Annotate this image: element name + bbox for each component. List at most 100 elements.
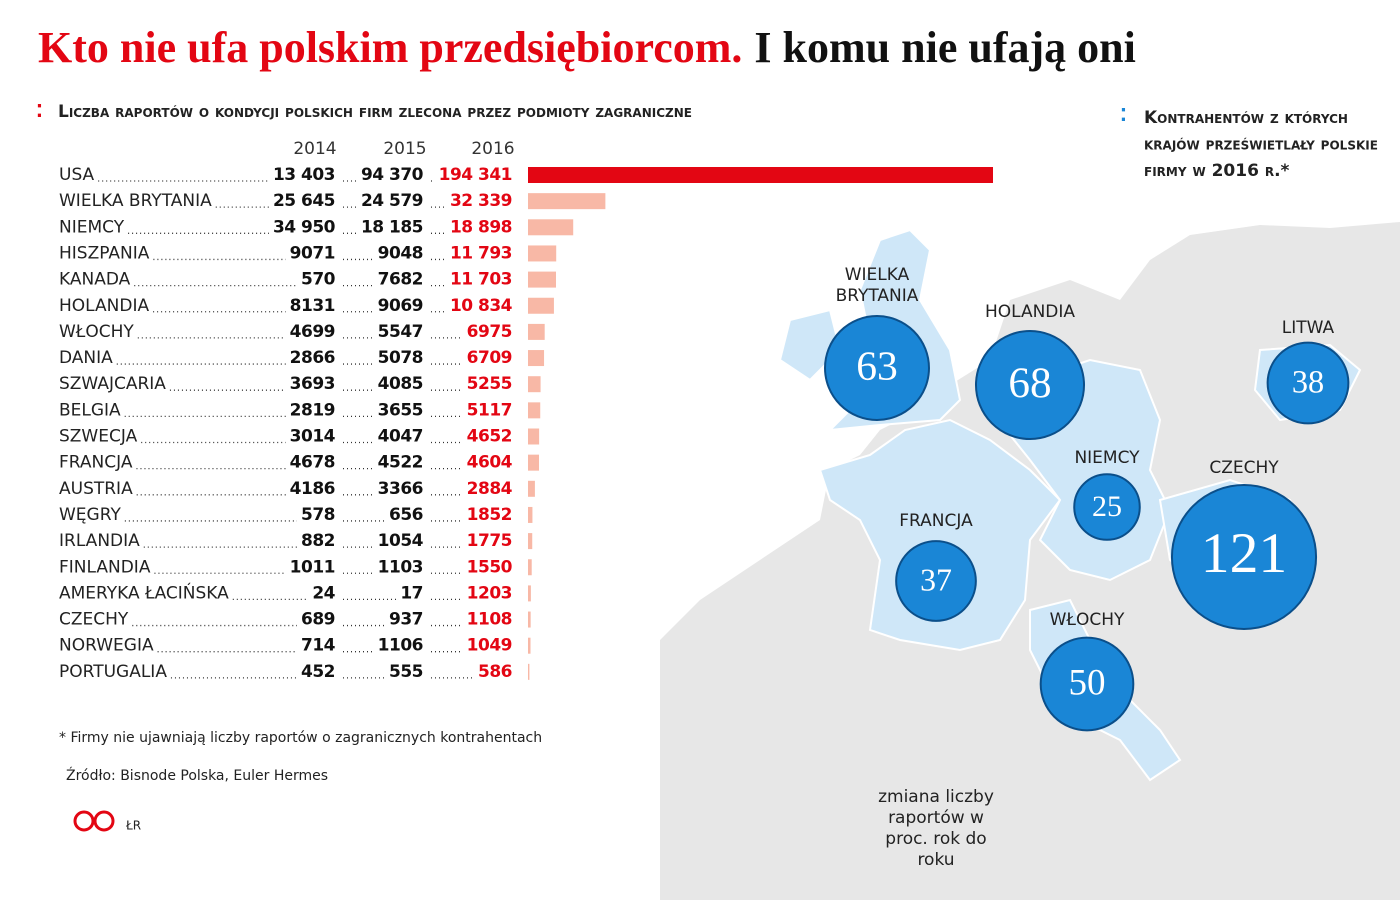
value-label: 24 579	[361, 191, 423, 211]
title-tail: I komu nie ufają oni	[754, 23, 1135, 72]
value-label: 555	[389, 662, 423, 682]
row-label: WIELKA BRYTANIA	[59, 191, 212, 211]
value-label: 937	[389, 610, 423, 630]
value-label: 4186	[290, 479, 335, 499]
column-header: 2015	[383, 139, 426, 159]
bar	[528, 454, 540, 471]
value-label: 10 834	[450, 296, 513, 316]
line: BRYTANIA	[836, 286, 919, 306]
value-label: 9069	[378, 296, 423, 316]
row-label: HISZPANIA	[59, 243, 150, 263]
country-label: CZECHY	[1209, 458, 1279, 478]
value-label: 8131	[290, 296, 335, 316]
footnote: * Firmy nie ujawniają liczby raportów o …	[59, 730, 542, 746]
value-label: 5117	[467, 400, 512, 420]
bar	[528, 506, 533, 523]
row-label: PORTUGALIA	[59, 662, 167, 682]
line: raportów w	[888, 808, 984, 828]
row-label: SZWECJA	[59, 427, 138, 447]
bubble-value: 63	[856, 343, 898, 389]
bar	[528, 611, 531, 628]
bubble-value: 25	[1092, 490, 1122, 523]
line: Kontrahentów z których	[1144, 108, 1348, 128]
bubble	[824, 315, 930, 421]
bar	[528, 428, 540, 445]
column-header: 2014	[293, 139, 336, 159]
bullet: ⁚	[36, 101, 43, 122]
map-note: zmiana liczby raportów w proc. rok do roku	[878, 787, 994, 870]
value-label: 9071	[290, 243, 335, 263]
bubble	[895, 540, 977, 622]
value-label: 17	[400, 583, 423, 603]
value-label: 4699	[290, 322, 335, 342]
bubble	[1266, 341, 1350, 425]
bubble	[974, 329, 1086, 441]
bar	[528, 167, 993, 183]
bar	[528, 637, 531, 654]
value-label: 34 950	[273, 217, 336, 237]
bubble-value: 121	[1201, 522, 1287, 585]
line: proc. rok do	[885, 829, 986, 849]
value-label: 3014	[290, 427, 336, 447]
value-label: 689	[301, 610, 335, 630]
country-label: WŁOCHY	[1050, 610, 1125, 630]
value-label: 2819	[290, 400, 335, 420]
value-label: 5078	[378, 348, 423, 368]
value-label: 1054	[378, 531, 424, 551]
bar	[528, 323, 545, 340]
line: zmiana liczby	[878, 787, 994, 807]
bubble	[1039, 636, 1135, 732]
row-label: USA	[59, 165, 95, 185]
value-label: 5547	[378, 322, 423, 342]
map-title: Kontrahentów z których krajów prześwietla…	[1144, 108, 1378, 181]
line: firmy w 2016 r.*	[1144, 161, 1290, 181]
bar	[528, 376, 541, 393]
row-label: CZECHY	[59, 610, 129, 630]
value-label: 13 403	[273, 165, 335, 185]
value-label: 6975	[467, 322, 512, 342]
value-label: 1852	[467, 505, 512, 525]
value-label: 6709	[467, 348, 512, 368]
value-label: 1103	[378, 557, 423, 577]
value-label: 1203	[467, 583, 512, 603]
value-label: 4085	[378, 374, 423, 394]
bar	[528, 350, 545, 367]
country-label: NIEMCY	[1074, 448, 1140, 468]
row-label: DANIA	[59, 348, 113, 368]
value-label: 4522	[378, 453, 423, 473]
row-label: FRANCJA	[59, 453, 133, 473]
value-label: 3655	[378, 400, 423, 420]
row-label: WŁOCHY	[59, 322, 134, 342]
row-label: NIEMCY	[59, 217, 125, 237]
value-label: 4652	[467, 427, 512, 447]
value-label: 1049	[467, 636, 512, 656]
value-label: 24	[312, 583, 335, 603]
title-main: Kto nie ufa polskim przedsiębiorcom.	[38, 23, 742, 72]
value-label: 1550	[467, 557, 513, 577]
source: Źródło: Bisnode Polska, Euler Hermes	[66, 766, 328, 784]
value-label: 586	[478, 662, 512, 682]
value-label: 4604	[467, 453, 513, 473]
value-label: 2884	[467, 479, 513, 499]
value-label: 11 793	[450, 243, 512, 263]
bar	[528, 219, 574, 236]
line: krajów prześwietlały polskie	[1144, 135, 1378, 155]
value-label: 3693	[290, 374, 335, 394]
row-label: WĘGRY	[59, 505, 121, 525]
content: Kto nie ufa polskim przedsiębiorcom. I ko…	[36, 23, 1378, 870]
subtitle: Liczba raportów o kondycji polskich firm…	[58, 102, 692, 122]
value-label: 1775	[467, 531, 512, 551]
bar	[528, 559, 532, 576]
value-label: 5255	[467, 374, 512, 394]
row-label: IRLANDIA	[59, 531, 140, 551]
value-label: 570	[301, 270, 336, 290]
bubble-value: 50	[1068, 663, 1105, 704]
value-label: 578	[301, 505, 335, 525]
country-label: HOLANDIA	[985, 302, 1075, 322]
value-label: 656	[389, 505, 423, 525]
country-label: WIELKA BRYTANIA	[836, 265, 919, 306]
value-label: 32 339	[450, 191, 512, 211]
row-label: SZWAJCARIA	[59, 374, 166, 394]
value-label: 25 645	[273, 191, 335, 211]
